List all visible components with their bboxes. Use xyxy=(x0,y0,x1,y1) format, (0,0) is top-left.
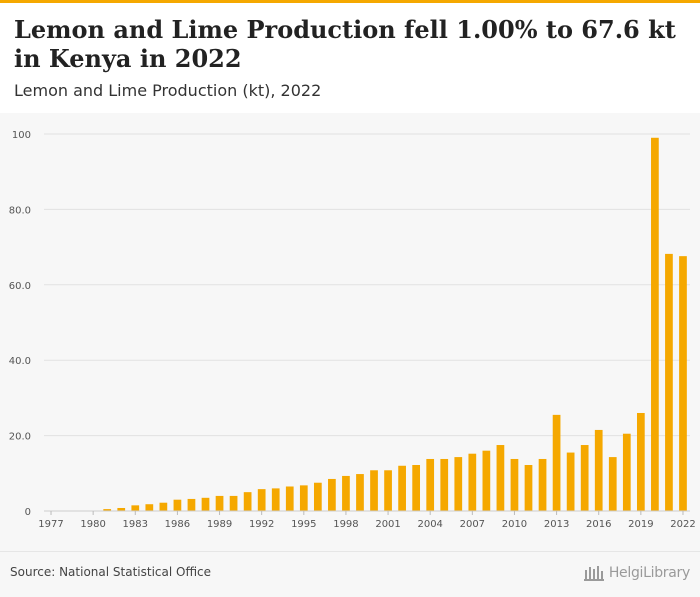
x-tick-label: 1998 xyxy=(333,519,358,530)
bar-1994[interactable] xyxy=(285,486,294,511)
bar-1987[interactable] xyxy=(187,498,196,511)
bar-1981[interactable] xyxy=(103,509,112,511)
chart-subtitle: Lemon and Lime Production (kt), 2022 xyxy=(14,81,322,100)
y-tick-label: 60.0 xyxy=(9,281,31,292)
bar-2001[interactable] xyxy=(384,470,392,511)
bar-1992[interactable] xyxy=(257,489,266,511)
bar-2007[interactable] xyxy=(468,453,477,511)
bar-2009[interactable] xyxy=(496,445,505,511)
bar-2003[interactable] xyxy=(412,465,421,511)
bar-2011[interactable] xyxy=(524,465,533,511)
bar-2004[interactable] xyxy=(426,458,435,511)
x-tick-label: 2001 xyxy=(375,519,400,530)
bar-2000[interactable] xyxy=(370,470,378,511)
bar-chart: 0 20.0 40.0 60.0 80.0 100 1977 1980 1983 1986 198… xyxy=(9,130,696,530)
accent-bar xyxy=(0,0,700,3)
bar-2013[interactable] xyxy=(552,414,561,511)
bar-2002[interactable] xyxy=(398,465,406,511)
bars xyxy=(103,137,687,512)
bar-2020[interactable] xyxy=(651,137,659,511)
bar-2008[interactable] xyxy=(482,450,491,511)
x-tick-label: 1977 xyxy=(38,519,63,530)
gridlines xyxy=(44,133,690,437)
bar-2022[interactable] xyxy=(679,256,687,511)
x-tick-label: 2013 xyxy=(544,519,569,530)
bar-1996[interactable] xyxy=(313,482,322,511)
bar-2018[interactable] xyxy=(622,433,631,511)
x-tick-label: 1983 xyxy=(123,519,148,530)
y-tick-label: 40.0 xyxy=(9,356,31,367)
bar-2010[interactable] xyxy=(510,458,519,511)
library-icon xyxy=(583,566,604,581)
bar-1983[interactable] xyxy=(131,505,140,511)
y-tick-label: 80.0 xyxy=(9,205,31,216)
bar-2005[interactable] xyxy=(440,458,449,511)
x-tick-label: 2022 xyxy=(670,519,695,530)
x-tick-label: 1989 xyxy=(207,519,232,530)
bar-2019[interactable] xyxy=(636,412,645,511)
bar-1997[interactable] xyxy=(328,478,336,511)
y-tick-label: 100 xyxy=(12,130,31,141)
bar-1985[interactable] xyxy=(159,502,168,511)
bar-1984[interactable] xyxy=(145,504,154,511)
bar-2006[interactable] xyxy=(454,457,463,511)
y-tick-label: 20.0 xyxy=(9,432,31,443)
x-tick-label: 1986 xyxy=(165,519,190,530)
helgi-library-logo[interactable]: HelgiLibrary xyxy=(583,562,690,584)
bar-2021[interactable] xyxy=(665,253,673,512)
bar-2016[interactable] xyxy=(594,429,603,511)
chart-title: Lemon and Lime Production fell 1.00% to … xyxy=(14,15,676,73)
x-tick-label: 2004 xyxy=(417,519,442,530)
bar-1999[interactable] xyxy=(356,474,364,511)
x-tick-label: 1992 xyxy=(249,519,274,530)
bar-2017[interactable] xyxy=(608,457,617,511)
bar-1988[interactable] xyxy=(201,497,210,511)
x-tick-label: 2016 xyxy=(586,519,611,530)
bar-1989[interactable] xyxy=(215,495,224,511)
bar-1990[interactable] xyxy=(229,495,238,511)
x-tick-label: 1995 xyxy=(291,519,316,530)
bar-1995[interactable] xyxy=(299,485,308,511)
bar-1993[interactable] xyxy=(271,488,280,511)
plot-area: 0 20.0 40.0 60.0 80.0 100 1977 1980 1983 1986 198… xyxy=(0,113,700,551)
x-tick-label: 2010 xyxy=(502,519,527,530)
bar-2014[interactable] xyxy=(566,452,575,511)
x-axis-ticks: 1977 1980 1983 1986 1989 1992 1995 1998 2001 2004… xyxy=(38,511,696,530)
chart-footer: Source: National Statistical Office Helg… xyxy=(0,551,700,597)
bar-2015[interactable] xyxy=(580,445,589,511)
y-tick-label: 0 xyxy=(25,507,31,518)
bar-1991[interactable] xyxy=(243,492,252,511)
bar-2012[interactable] xyxy=(538,458,547,511)
x-tick-label: 2019 xyxy=(628,519,653,530)
x-tick-label: 2007 xyxy=(460,519,485,530)
x-tick-label: 1980 xyxy=(80,519,105,530)
bar-1982[interactable] xyxy=(117,507,126,511)
bar-1998[interactable] xyxy=(342,475,350,511)
bar-1986[interactable] xyxy=(173,499,182,511)
chart-header: Lemon and Lime Production fell 1.00% to … xyxy=(0,3,700,113)
logo-text: HelgiLibrary xyxy=(608,565,690,581)
source-note: Source: National Statistical Office xyxy=(10,565,212,579)
y-axis-ticks: 0 20.0 40.0 60.0 80.0 100 xyxy=(9,130,31,518)
